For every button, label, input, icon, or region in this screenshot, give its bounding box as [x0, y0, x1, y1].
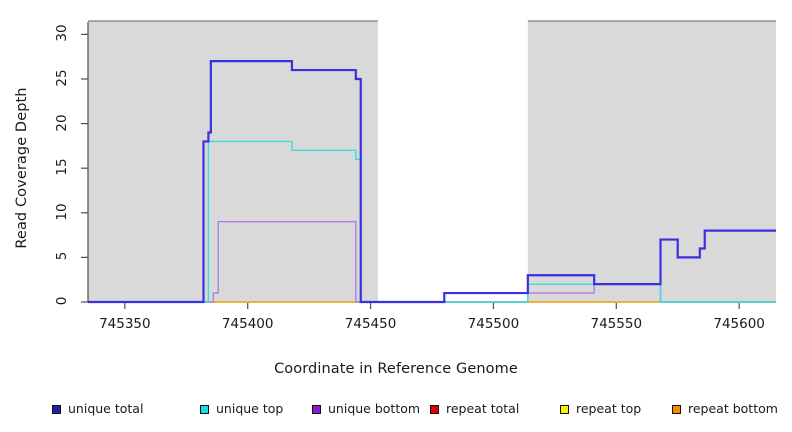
repeat-region-right	[527, 21, 776, 302]
legend-swatch-icon	[560, 404, 569, 414]
legend-swatch-icon	[312, 404, 321, 414]
x-tick-label: 745600	[713, 316, 765, 332]
legend-swatch-icon	[52, 404, 61, 414]
y-tick-label: 20	[54, 113, 70, 132]
x-tick-label: 745550	[590, 316, 643, 332]
repeat-region-left	[88, 21, 378, 302]
y-tick-label: 10	[54, 203, 70, 221]
legend-item[interactable]: unique bottom	[312, 398, 420, 420]
legend-label: unique total	[68, 401, 144, 416]
x-tick-label: 745500	[467, 316, 520, 332]
legend-item[interactable]: repeat total	[430, 398, 519, 420]
y-tick-label: 25	[54, 69, 70, 87]
legend-item[interactable]: unique total	[52, 398, 143, 420]
x-axis-title: Coordinate in Reference Genome	[274, 361, 518, 377]
y-tick-label: 30	[54, 24, 70, 42]
series-unique-total	[88, 60, 776, 304]
legend-label: repeat top	[576, 401, 642, 416]
x-tick-label: 745450	[344, 316, 397, 332]
legend-item[interactable]: repeat bottom	[672, 398, 778, 420]
x-tick-label: 745350	[99, 316, 151, 332]
y-tick-label: 0	[54, 296, 70, 306]
legend-swatch-icon	[200, 404, 209, 414]
legend-label: repeat bottom	[688, 401, 778, 416]
legend-item[interactable]: repeat top	[560, 398, 641, 420]
legend-label: repeat total	[446, 401, 520, 416]
chart-legend: unique total unique top unique bottom repea…	[0, 398, 792, 420]
y-tick-label: 15	[54, 158, 70, 176]
x-tick-label: 745400	[221, 316, 274, 332]
legend-item[interactable]: unique top	[200, 398, 283, 420]
y-axis-title: Read Coverage Depth	[14, 87, 30, 249]
legend-swatch-icon	[672, 404, 681, 414]
y-tick-label: 5	[54, 252, 70, 261]
legend-label: unique bottom	[328, 401, 421, 416]
legend-label: unique top	[216, 401, 284, 416]
legend-swatch-icon	[430, 404, 439, 414]
